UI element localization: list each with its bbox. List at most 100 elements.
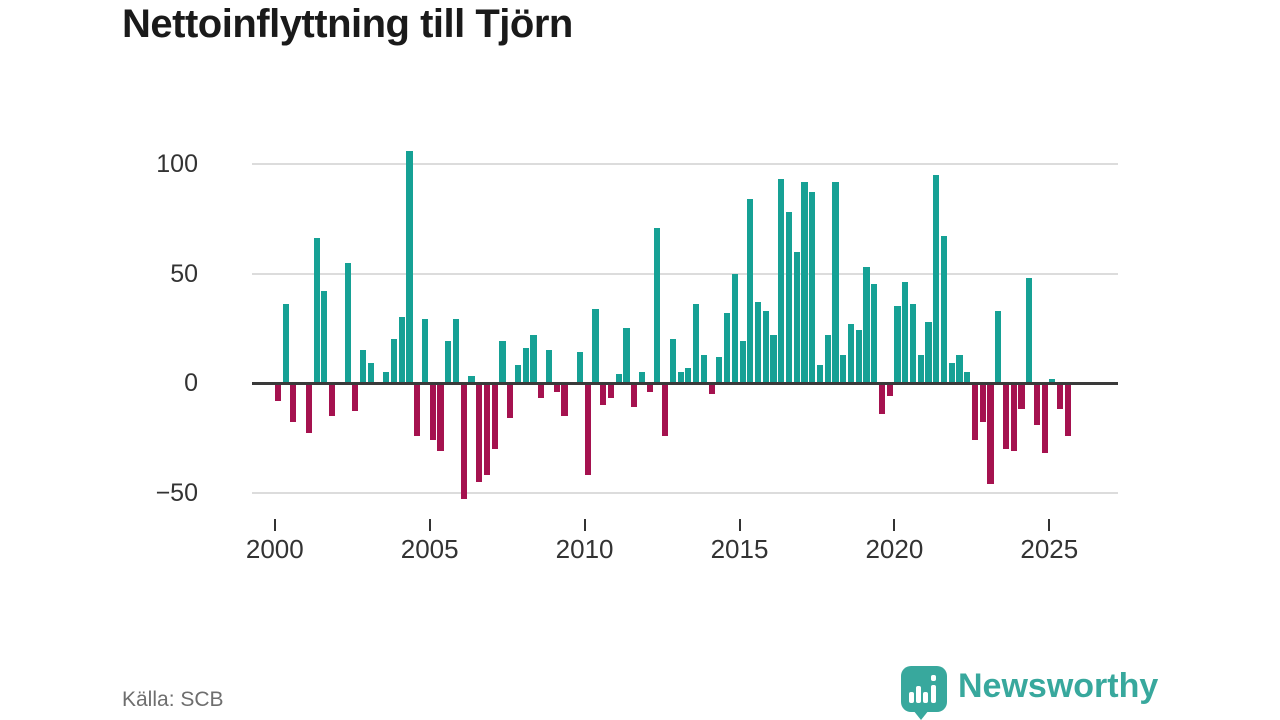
bar-2012-Q3: [662, 383, 669, 436]
bar-2025-Q2: [1057, 383, 1064, 410]
logo-exclamation-bar-icon: [931, 685, 936, 703]
x-axis-tick-2015: [738, 519, 741, 531]
bar-2009-Q2: [561, 383, 568, 416]
x-axis-label-2015: 2015: [710, 534, 769, 564]
bar-2010-Q1: [584, 383, 591, 475]
bar-2016-Q1: [770, 334, 777, 383]
newsworthy-wordmark: Newsworthy: [958, 667, 1159, 705]
bar-2003-Q1: [367, 363, 374, 383]
bar-2002-Q4: [359, 350, 367, 383]
bar-2011-Q1: [615, 374, 622, 383]
bar-2019-Q2: [871, 284, 878, 383]
bar-2020-Q4: [917, 354, 924, 383]
bar-2005-Q1: [429, 383, 436, 440]
bar-2025-Q1: [1049, 378, 1056, 383]
bar-2013-Q1: [677, 372, 684, 383]
bar-2004-Q2: [406, 150, 413, 383]
newsworthy-logo: Newsworthy: [901, 665, 1158, 720]
bar-2012-Q4: [669, 339, 676, 383]
bar-2024-Q4: [1041, 383, 1048, 454]
bar-2019-Q3: [878, 383, 886, 414]
bar-2004-Q1: [398, 317, 405, 383]
x-axis-label-2010: 2010: [555, 534, 614, 564]
bar-2009-Q1: [553, 383, 560, 392]
bar-2015-Q2: [747, 199, 754, 383]
bar-2018-Q3: [847, 323, 855, 383]
bar-2013-Q4: [700, 354, 707, 383]
bar-2018-Q4: [855, 330, 862, 383]
bar-2003-Q4: [390, 339, 398, 383]
bar-2024-Q1: [1018, 383, 1025, 410]
bar-2000-Q3: [290, 383, 297, 423]
source-note: Källa: SCB: [122, 688, 224, 711]
gridline-100: [252, 163, 1118, 165]
bar-2006-Q3: [476, 383, 483, 482]
bar-2020-Q2: [902, 282, 909, 383]
bar-2001-Q4: [329, 383, 336, 416]
bar-2017-Q4: [824, 334, 831, 383]
bar-2016-Q2: [778, 179, 785, 383]
bar-2011-Q2: [623, 328, 630, 383]
bar-2020-Q3: [909, 304, 917, 383]
bar-2008-Q1: [522, 347, 529, 383]
bar-2011-Q4: [638, 372, 645, 383]
x-axis-tick-2010: [583, 519, 586, 531]
bar-2016-Q4: [793, 251, 800, 383]
logo-bar-2-icon: [916, 686, 921, 703]
bar-2001-Q1: [305, 383, 312, 434]
bar-2019-Q1: [863, 266, 870, 383]
bar-2003-Q3: [383, 372, 390, 383]
bar-2010-Q3: [600, 383, 607, 405]
bar-2008-Q3: [538, 383, 545, 399]
y-axis-label-0: 0: [184, 369, 198, 397]
bar-2012-Q2: [654, 227, 661, 383]
bar-2002-Q2: [344, 262, 351, 383]
y-axis-label--50: −50: [155, 478, 198, 507]
bar-2007-Q2: [499, 341, 506, 383]
x-axis-tick-2000: [273, 519, 276, 531]
bar-2022-Q1: [956, 354, 963, 383]
bar-2021-Q1: [925, 321, 932, 383]
bar-2006-Q2: [468, 376, 475, 383]
bar-2012-Q1: [646, 383, 653, 392]
bar-2010-Q2: [592, 308, 599, 383]
bar-2010-Q4: [607, 383, 615, 399]
bar-2004-Q4: [421, 319, 429, 383]
bar-2009-Q4: [576, 352, 584, 383]
zero-axis-line: [252, 381, 1118, 385]
bar-2004-Q3: [414, 383, 421, 436]
logo-bar-3-icon: [923, 692, 928, 703]
bar-2014-Q1: [708, 383, 715, 394]
bar-2000-Q2: [282, 304, 289, 383]
bar-2007-Q4: [514, 365, 522, 383]
newsworthy-bubble-tail: [913, 710, 929, 720]
bar-2005-Q3: [445, 341, 452, 383]
bar-2017-Q1: [801, 181, 808, 383]
bar-2020-Q1: [894, 306, 901, 383]
bar-2019-Q4: [886, 383, 893, 397]
x-axis-tick-2020: [893, 519, 896, 531]
bar-2005-Q4: [452, 319, 460, 383]
y-axis-label-50: 50: [170, 259, 198, 288]
bar-2025-Q3: [1064, 383, 1071, 436]
bar-2007-Q1: [491, 383, 498, 449]
bar-2000-Q1: [274, 383, 281, 401]
x-axis-label-2025: 2025: [1020, 534, 1079, 564]
bar-2017-Q3: [816, 365, 824, 383]
bar-2008-Q2: [530, 334, 537, 383]
logo-bar-1-icon: [909, 692, 914, 703]
bar-2014-Q2: [716, 356, 723, 383]
bar-2011-Q3: [631, 383, 638, 408]
gridline--50: [252, 491, 1118, 494]
bar-2021-Q4: [948, 363, 955, 383]
y-axis-label-100: 100: [156, 150, 198, 178]
newsworthy-bubble-icon: [901, 666, 947, 712]
x-axis-label-2000: 2000: [245, 534, 304, 564]
logo-exclamation-dot-icon: [931, 675, 936, 681]
bar-2005-Q2: [437, 383, 444, 451]
bar-2016-Q3: [785, 212, 793, 383]
gridline-50: [252, 272, 1118, 275]
bar-2007-Q3: [507, 383, 514, 419]
bar-2022-Q2: [964, 372, 971, 383]
